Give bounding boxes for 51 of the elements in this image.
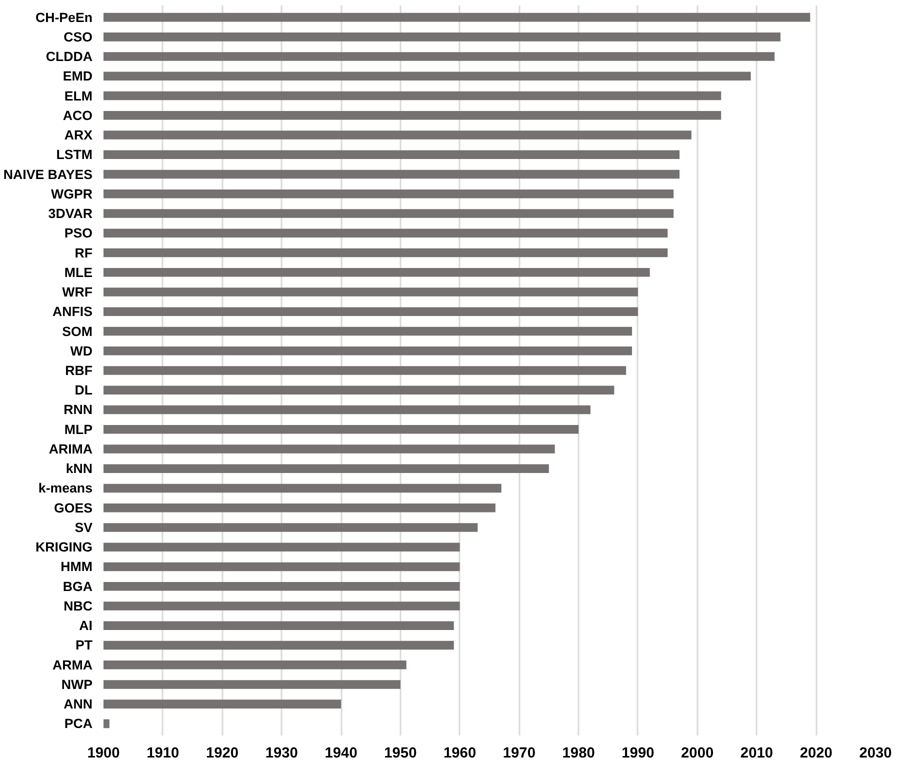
x-tick-label: 1960 bbox=[444, 746, 476, 762]
y-tick-label: PCA bbox=[64, 716, 93, 732]
y-tick-label: RNN bbox=[64, 402, 93, 418]
y-tick-label: DL bbox=[74, 382, 93, 398]
x-tick-label: 1900 bbox=[87, 746, 120, 762]
x-tick-label: 1930 bbox=[265, 746, 298, 762]
x-tick-label: 2030 bbox=[859, 746, 892, 762]
y-tick-label: ELM bbox=[64, 88, 93, 104]
x-tick-label: 1950 bbox=[384, 746, 417, 762]
y-tick-label: ANFIS bbox=[52, 304, 93, 320]
y-tick-label: ARMA bbox=[52, 657, 93, 672]
x-tick-label: 1970 bbox=[502, 746, 536, 762]
y-tick-label: SOM bbox=[62, 324, 92, 339]
y-tick-label: KRIGING bbox=[35, 540, 92, 555]
y-tick-label: CH-PeEn bbox=[35, 10, 93, 25]
y-tick-label: AI bbox=[79, 618, 93, 634]
y-tick-label: WRF bbox=[62, 284, 93, 300]
x-tick-label: 1940 bbox=[324, 746, 358, 762]
y-tick-label: LSTM bbox=[56, 147, 93, 162]
y-tick-label: RBF bbox=[65, 363, 93, 378]
y-tick-label: ARX bbox=[64, 128, 93, 143]
y-tick-label: ACO bbox=[62, 108, 93, 123]
y-tick-label: BGA bbox=[62, 578, 93, 594]
y-tick-label: NBC bbox=[64, 598, 93, 614]
y-tick-label: 3DVAR bbox=[48, 206, 93, 222]
y-tick-label: MLP bbox=[64, 422, 93, 437]
x-tick-label: 2020 bbox=[800, 746, 832, 762]
y-tick-label: EMD bbox=[62, 68, 93, 84]
y-tick-label: ANN bbox=[64, 696, 93, 712]
y-tick-label: WD bbox=[70, 343, 93, 358]
y-tick-label: CSO bbox=[64, 29, 93, 44]
y-tick-label: NAIVE BAYES bbox=[3, 166, 93, 182]
y-tick-label: NWP bbox=[61, 676, 93, 692]
x-tick-label: 2010 bbox=[740, 746, 774, 762]
y-tick-label: MLE bbox=[64, 264, 93, 280]
y-tick-label: SV bbox=[74, 520, 93, 535]
y-tick-label: PSO bbox=[64, 226, 93, 241]
x-tick-label: 1980 bbox=[562, 746, 595, 762]
y-tick-label: CLDDA bbox=[46, 49, 93, 64]
y-tick-label: RF bbox=[74, 245, 93, 260]
x-tick-label: 1910 bbox=[146, 746, 180, 762]
y-tick-label: k-means bbox=[38, 480, 93, 496]
y-tick-label: GOES bbox=[54, 500, 93, 516]
y-tick-label: WGPR bbox=[51, 186, 93, 202]
y-tick-label: ARIMA bbox=[48, 441, 93, 456]
x-tick-label: 1990 bbox=[622, 746, 654, 762]
y-tick-label: HMM bbox=[60, 559, 93, 574]
y-tick-label: kNN bbox=[66, 461, 93, 476]
y-tick-label: PT bbox=[75, 638, 92, 653]
x-tick-label: 2000 bbox=[681, 746, 714, 762]
x-tick-label: 1920 bbox=[206, 746, 239, 762]
